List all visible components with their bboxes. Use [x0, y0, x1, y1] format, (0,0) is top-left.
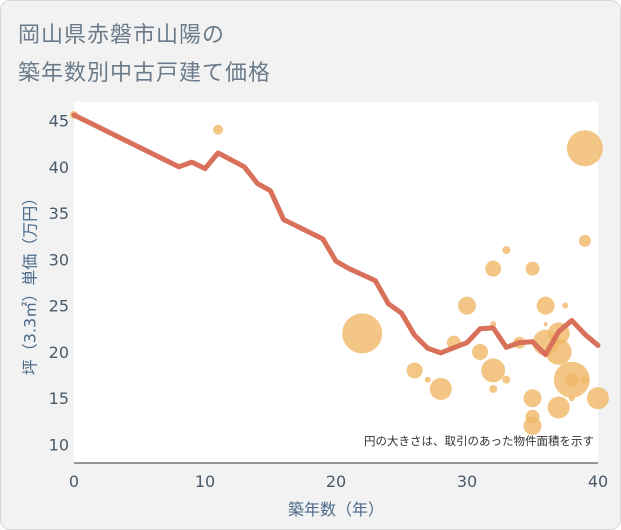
- bubble-point: [458, 296, 476, 315]
- bubble-point: [481, 358, 506, 383]
- y-tick-label: 20: [49, 343, 69, 362]
- x-axis-ticks: 0 10 20 30 40: [69, 472, 608, 491]
- bubble-point: [536, 296, 555, 315]
- x-tick-label: 40: [588, 472, 608, 491]
- bubble-point: [502, 246, 511, 255]
- y-tick-label: 10: [49, 435, 69, 454]
- average-price-line: [71, 112, 601, 358]
- y-tick-label: 25: [49, 297, 69, 316]
- chart-title-line1: 岡山県赤磐市山陽の: [18, 23, 226, 48]
- x-tick-label: 30: [457, 472, 477, 491]
- bubble-point: [564, 372, 579, 387]
- bubble-point: [587, 387, 609, 410]
- bubble-point: [213, 124, 224, 135]
- y-tick-label: 30: [49, 250, 69, 269]
- bubble-point: [578, 234, 591, 247]
- bubble-point: [562, 302, 569, 309]
- x-axis-label: 築年数（年）: [288, 500, 384, 519]
- bubble-size-note: 円の大きさは、取引のあった物件面積を示す: [364, 434, 594, 448]
- bubble-point: [342, 313, 383, 354]
- bubble-point: [485, 260, 502, 277]
- x-tick-label: 20: [326, 472, 346, 491]
- bubble-point: [543, 322, 548, 327]
- bubble-point: [429, 377, 452, 400]
- y-tick-label: 35: [49, 204, 69, 223]
- bubble-point: [489, 384, 498, 393]
- bubble-point: [547, 396, 570, 419]
- bubble-point: [502, 375, 511, 384]
- bubble-point: [580, 375, 589, 384]
- bubble-point: [472, 343, 489, 360]
- y-tick-label: 40: [49, 158, 69, 177]
- y-tick-label: 15: [49, 389, 69, 408]
- bubble-point: [525, 261, 540, 276]
- bubble-point: [424, 376, 431, 383]
- x-tick-label: 0: [69, 472, 79, 491]
- y-tick-label: 45: [49, 112, 69, 131]
- plot-area: [74, 102, 598, 463]
- bubble-point: [568, 395, 575, 402]
- bubble-point: [523, 389, 542, 408]
- x-tick-label: 10: [195, 472, 215, 491]
- bubble-point: [406, 362, 423, 379]
- bubble-point: [566, 130, 603, 167]
- bubble-point: [525, 409, 540, 424]
- chart-title-line2: 築年数別中古戸建て価格: [18, 61, 272, 86]
- y-axis-ticks: 10 15 20 25 30 35 40 45: [49, 112, 69, 455]
- y-axis-label: 坪（3.3㎡）単価（万円）: [21, 190, 40, 375]
